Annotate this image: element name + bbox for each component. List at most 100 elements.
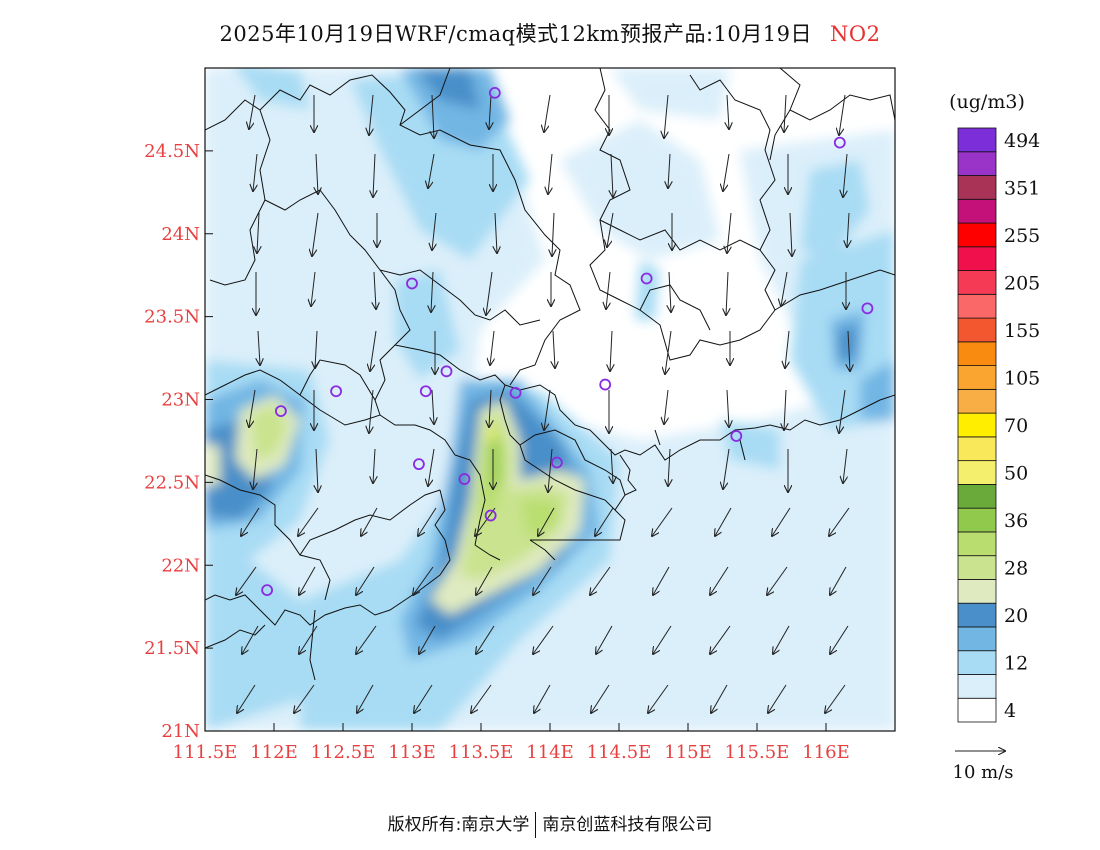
station-marker [488, 86, 501, 99]
wind-arrow [548, 153, 552, 194]
station-marker [458, 473, 471, 485]
footer-company: 南京创蓝科技有限公司 [542, 815, 713, 835]
wind-arrow [591, 684, 610, 713]
wind-arrow [476, 566, 493, 595]
colorbar-label: 28 [1004, 558, 1028, 580]
wind-arrow [236, 566, 257, 595]
wind-arrow [652, 507, 673, 536]
wind-arrow [299, 625, 318, 654]
colorbar-swatch [957, 175, 997, 200]
lat-tick-label: 24N [161, 224, 200, 245]
wind-arrow [316, 448, 318, 492]
wind-arrow [369, 389, 373, 433]
colorbar-swatch [957, 650, 997, 675]
wind-arrow [489, 389, 491, 427]
wind-arrow [249, 94, 256, 129]
wind-arrow [432, 94, 434, 138]
lon-tick-label: 113.5E [449, 742, 514, 763]
wind-arrow [373, 153, 375, 197]
wind-arrow [784, 389, 786, 430]
wind-arrow [418, 507, 437, 536]
colorbar-swatch [957, 270, 997, 295]
colorbar-unit: (ug/m3) [949, 91, 1025, 113]
lat-tick-label: 22N [161, 555, 200, 576]
wind-vectors [236, 94, 850, 713]
wind-arrow [242, 625, 259, 654]
colorbar-swatch [957, 341, 997, 366]
wind-arrow [253, 153, 257, 191]
wind-arrow [843, 448, 847, 483]
wind-arrow [253, 448, 257, 489]
colorbar-label: 255 [1004, 225, 1040, 247]
lat-tick-label: 23N [161, 390, 200, 411]
colorbar-swatch [957, 626, 997, 652]
wind-arrow [490, 330, 494, 365]
wind-arrow [648, 684, 669, 713]
wind-arrow [839, 94, 846, 135]
lon-tick-label: 115.5E [725, 742, 790, 763]
station-marker [261, 584, 274, 597]
wind-arrow [428, 153, 435, 188]
wind-arrow [772, 507, 791, 536]
title-text: 2025年10月19日WRF/cmaq模式12km预报产品:10月19日 [219, 22, 812, 46]
colorbar-label: 4 [1004, 700, 1016, 722]
station-marker [861, 302, 874, 315]
wind-arrow [710, 625, 731, 654]
wind-arrow [476, 625, 495, 654]
wind-arrow [316, 153, 318, 194]
wind-arrow [356, 566, 375, 595]
station-marker [833, 136, 846, 149]
wind-arrow [475, 507, 496, 536]
wind-arrow [839, 389, 846, 433]
wind-arrow [369, 94, 373, 135]
colorbar-swatch [957, 531, 997, 557]
wind-arrow [590, 566, 611, 595]
colorbar-label: 105 [1004, 367, 1040, 389]
wind-arrow [726, 271, 728, 315]
wind-arrow [419, 625, 436, 654]
map-title: 2025年10月19日WRF/cmaq模式12km预报产品:10月19日 NO2 [0, 18, 1100, 48]
wind-arrow [715, 507, 732, 536]
lon-tick-label: 113E [388, 742, 436, 763]
wind-arrow [595, 507, 614, 536]
wind-arrow [237, 684, 256, 713]
wind-arrow [553, 330, 555, 368]
wind-arrow [723, 153, 730, 191]
colorbar-swatch [957, 198, 997, 224]
lon-tick-label: 114E [526, 742, 574, 763]
wind-arrow [784, 94, 786, 132]
colorbar-swatch [957, 674, 997, 699]
lon-tick-label: 112E [250, 742, 298, 763]
lon-tick-label: 114.5E [587, 742, 652, 763]
wind-arrow [727, 212, 731, 253]
wind-arrow [711, 684, 728, 713]
wind-arrow [241, 507, 260, 536]
wind-arrow [357, 684, 374, 713]
wind-arrow [607, 212, 614, 247]
wind-arrow [552, 212, 554, 256]
colorbar-label: 50 [1004, 463, 1028, 485]
colorbar-swatch [957, 246, 997, 271]
colorbar-swatch [957, 222, 997, 248]
wind-arrow [431, 271, 433, 312]
colorbar-swatch [957, 293, 997, 319]
wind-arrow [414, 684, 433, 713]
lat-tick-label: 23.5N [144, 307, 200, 328]
wind-arrow [790, 212, 792, 256]
wind-arrow [665, 330, 672, 374]
wind-arrow [315, 330, 317, 368]
wind-arrow [413, 566, 434, 595]
wind-arrow [294, 684, 315, 713]
colorbar-swatch [957, 388, 997, 414]
colorbar-swatch [957, 579, 997, 604]
wind-arrow [373, 448, 375, 483]
colorbar-swatch [957, 151, 997, 176]
wind-arrow [653, 625, 672, 654]
lon-tick-label: 115E [664, 742, 712, 763]
lat-tick-label: 24.5N [144, 141, 200, 162]
colorbar-swatch [957, 460, 997, 485]
colorbar-swatch [957, 317, 997, 343]
wind-arrow [374, 271, 376, 309]
wind-arrow [298, 507, 319, 536]
